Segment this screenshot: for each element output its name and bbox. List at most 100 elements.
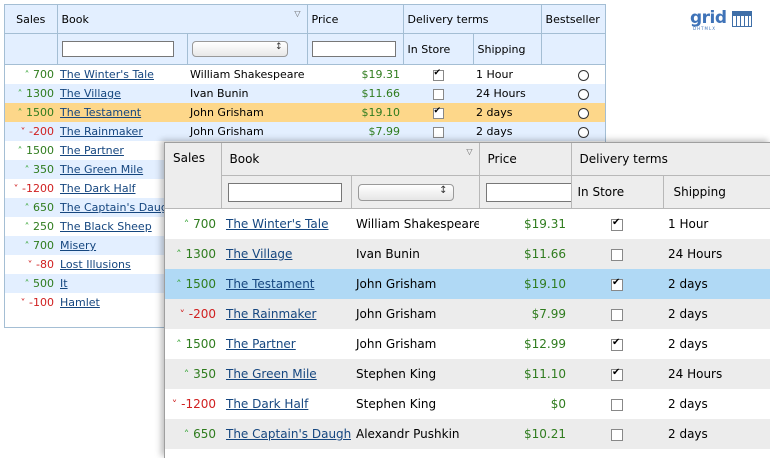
author-text: John Grisham [356, 337, 437, 351]
book-link[interactable]: The Partner [60, 144, 124, 157]
arrow-up-icon: ˄ [176, 338, 182, 351]
book-link[interactable]: The Testament [226, 277, 315, 291]
header-sales[interactable]: Sales [165, 143, 222, 209]
book-link[interactable]: The Rainmaker [60, 125, 143, 138]
book-link[interactable]: The Green Mile [226, 367, 317, 381]
in-store-checkbox[interactable] [432, 106, 444, 119]
header-in-store[interactable]: In Store [403, 33, 474, 65]
in-store-checkbox[interactable] [611, 428, 623, 441]
table-row[interactable]: ˅ -200 The Rainmaker John Grisham $7.99 2 da… [5, 122, 605, 141]
table-row[interactable]: ˄ 700 The Winter's Tale William Shakespear… [165, 208, 770, 239]
book-link[interactable]: The Winter's Tale [226, 217, 329, 231]
header-shipping-label: Shipping [673, 185, 726, 199]
book-link[interactable]: The Village [226, 247, 293, 261]
table-row[interactable]: ˅ -1200 The Dark Half Stephen King $0 2 days [165, 389, 770, 419]
price-filter-input[interactable] [311, 41, 396, 57]
sales-cell: ˄ 350 [165, 359, 221, 389]
sort-triangle-icon[interactable]: ▽ [294, 9, 301, 18]
price-cell: $7.99 [307, 122, 404, 141]
book-link[interactable]: The Winter's Tale [60, 68, 154, 81]
table-row[interactable]: ˄ 1300 The Village Ivan Bunin $11.66 24 Hour… [165, 239, 770, 269]
in-store-checkbox[interactable] [611, 308, 623, 321]
book-link[interactable]: Misery [60, 239, 97, 252]
in-store-checkbox[interactable] [611, 277, 623, 291]
bestseller-radio[interactable] [577, 126, 589, 138]
book-filter-input[interactable] [61, 41, 174, 57]
book-cell: The Green Mile [221, 359, 351, 389]
sales-value: 250 [33, 220, 54, 233]
filter-cell-bestseller [541, 33, 605, 65]
shipping-cell: 2 days [473, 103, 542, 122]
book-link[interactable]: The Partner [226, 337, 296, 351]
table-row[interactable]: ˄ 700 The Winter's Tale William Shakespear… [5, 64, 605, 84]
table-row[interactable]: ˄ 1300 The Village Ivan Bunin $11.66 24 Hour… [5, 84, 605, 103]
header-sales[interactable]: Sales [5, 5, 58, 34]
book-link[interactable]: The Captain's Daughter [60, 201, 187, 214]
book-cell: The Captain's Daughter [221, 419, 351, 449]
header-price[interactable]: Price [307, 5, 404, 34]
author-filter-select[interactable] [357, 183, 454, 201]
header-price[interactable]: Price [479, 143, 572, 176]
in-store-checkbox[interactable] [432, 88, 444, 100]
in-store-checkbox[interactable] [432, 68, 444, 81]
header-delivery: Delivery terms [403, 5, 542, 34]
price-text: $10.21 [524, 427, 566, 441]
book-link[interactable]: The Village [60, 87, 121, 100]
in-store-checkbox[interactable] [432, 126, 444, 138]
book-cell: The Partner [221, 329, 351, 359]
book-link[interactable]: The Testament [60, 106, 142, 119]
arrow-up-icon: ˄ [183, 218, 190, 231]
bestseller-radio[interactable] [577, 69, 589, 81]
sort-triangle-icon[interactable]: ▽ [466, 147, 473, 156]
book-link[interactable]: The Black Sheep [60, 220, 152, 233]
header-bestseller[interactable]: Bestseller [541, 5, 605, 34]
author-text: John Grisham [190, 125, 264, 138]
sales-value: 1500 [185, 337, 216, 351]
in-store-checkbox[interactable] [611, 248, 623, 261]
sales-value: 650 [193, 427, 216, 441]
header-book[interactable]: Book ▽ [57, 5, 308, 34]
book-cell: The Winter's Tale [221, 208, 351, 239]
book-link[interactable]: Lost Illusions [60, 258, 131, 271]
bestseller-cell [541, 103, 605, 122]
book-link[interactable]: The Rainmaker [226, 307, 317, 321]
header-book[interactable]: Book ▽ [221, 143, 480, 176]
in-store-cell [403, 64, 474, 84]
sales-cell: ˄ 1500 [5, 141, 57, 160]
logo-word: grid [690, 8, 727, 28]
table-row[interactable]: ˄ 350 The Green Mile Stephen King $11.10 24 … [165, 359, 770, 389]
in-store-checkbox[interactable] [611, 367, 623, 381]
header-book-label: Book [61, 12, 89, 26]
in-store-cell [571, 299, 663, 329]
book-filter-input[interactable] [227, 182, 342, 202]
sales-value: 350 [33, 163, 54, 176]
bestseller-radio[interactable] [577, 88, 589, 100]
header-shipping[interactable]: Shipping [663, 175, 770, 209]
author-cell: John Grisham [351, 299, 479, 329]
book-link[interactable]: The Captain's Daughter [226, 427, 351, 441]
price-text: $7.99 [531, 307, 566, 321]
table-row[interactable]: ˄ 650 The Captain's Daughter Alexandr Push… [165, 419, 770, 449]
in-store-checkbox[interactable] [611, 398, 623, 411]
arrow-up-icon: ˄ [24, 222, 30, 233]
book-link[interactable]: The Dark Half [60, 182, 136, 195]
author-filter-select[interactable] [191, 41, 288, 57]
in-store-checkbox[interactable] [611, 217, 623, 231]
price-filter-input[interactable] [485, 182, 572, 202]
book-link[interactable]: Hamlet [60, 296, 100, 309]
sales-value: 1500 [26, 144, 54, 157]
bestseller-radio[interactable] [577, 107, 589, 119]
book-link[interactable]: It [60, 277, 68, 290]
header-in-store[interactable]: In Store [571, 175, 664, 209]
header-shipping[interactable]: Shipping [473, 33, 542, 65]
arrow-down-icon: ˅ [20, 298, 26, 309]
book-link[interactable]: The Green Mile [60, 163, 144, 176]
table-row[interactable]: ˅ -200 The Rainmaker John Grisham $7.99 2 da… [165, 299, 770, 329]
in-store-checkbox[interactable] [611, 337, 623, 351]
table-row[interactable]: ˄ 1500 The Partner John Grisham $12.99 2 day… [165, 329, 770, 359]
in-store-cell [571, 389, 663, 419]
arrow-up-icon: ˄ [183, 428, 190, 441]
book-link[interactable]: The Dark Half [226, 397, 309, 411]
